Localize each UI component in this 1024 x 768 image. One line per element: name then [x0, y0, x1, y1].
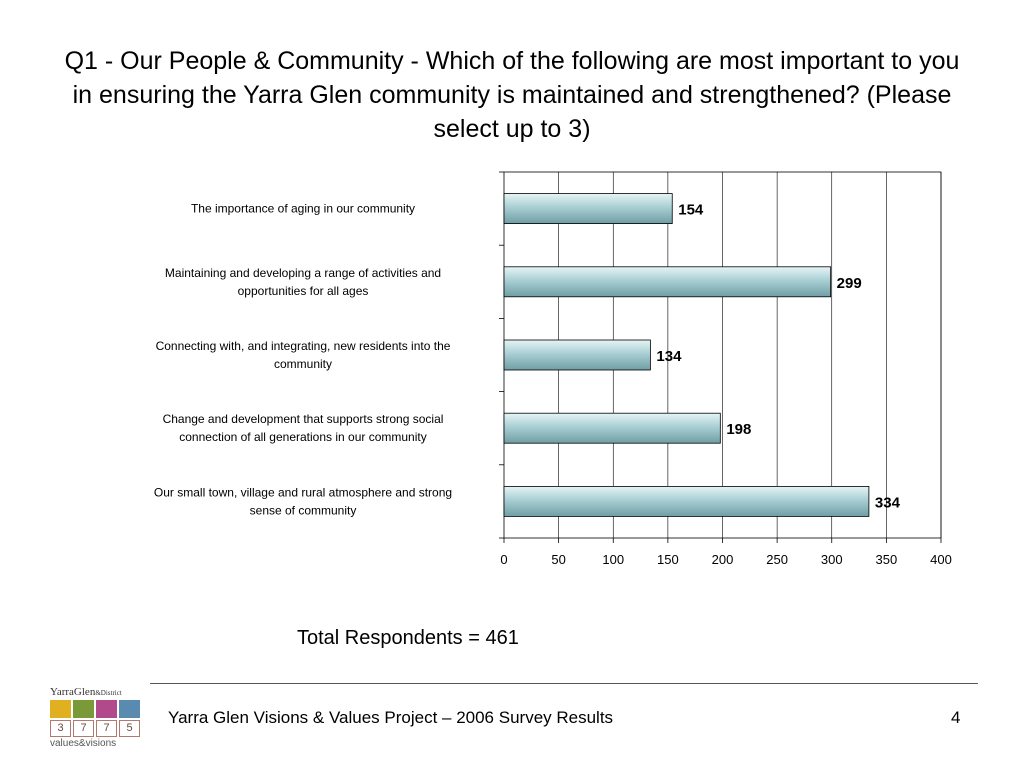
yarra-glen-logo: YarraGlen&District 3 7 7 5 values&vision… [50, 686, 142, 754]
bar [503, 412, 721, 444]
slide-title: Q1 - Our People & Community - Which of t… [64, 47, 960, 143]
chart-axes [499, 171, 942, 543]
category-label: Change and development that supports str… [163, 412, 444, 426]
data-label: 334 [875, 494, 901, 511]
category-label: sense of community [250, 503, 357, 517]
logo-digit: 3 [50, 720, 71, 737]
x-tick-label: 350 [876, 552, 898, 567]
category-label: connection of all generations in our com… [179, 430, 426, 444]
x-tick-label: 250 [766, 552, 788, 567]
logo-tile-hand [119, 700, 140, 718]
logo-tile-flower [96, 700, 117, 718]
category-label: opportunities for all ages [238, 284, 369, 298]
data-label: 134 [656, 348, 682, 365]
logo-picture-tiles [50, 700, 142, 718]
logo-tile-sun [50, 700, 71, 718]
logo-digit: 7 [96, 720, 117, 737]
chart-bars [503, 193, 870, 517]
category-label: Maintaining and developing a range of ac… [165, 266, 441, 280]
bar [503, 266, 832, 298]
bar [503, 193, 673, 225]
chart-labels: 154 The importance of aging in our commun… [154, 202, 952, 567]
data-label: 154 [678, 202, 704, 219]
x-tick-label: 50 [551, 552, 565, 567]
x-tick-label: 200 [712, 552, 734, 567]
category-label: community [274, 357, 332, 371]
x-tick-label: 0 [500, 552, 507, 567]
logo-tagline: values&visions [50, 738, 117, 749]
footer-divider [150, 683, 978, 684]
logo-postcode: 3 7 7 5 [50, 720, 142, 737]
x-tick-label: 300 [821, 552, 843, 567]
logo-digit: 7 [73, 720, 94, 737]
logo-digit: 5 [119, 720, 140, 737]
category-label: Our small town, village and rural atmosp… [154, 485, 452, 499]
category-label: Connecting with, and integrating, new re… [156, 339, 451, 353]
data-label: 198 [726, 421, 751, 438]
page-number: 4 [951, 708, 961, 727]
x-tick-label: 400 [930, 552, 952, 567]
x-tick-label: 150 [657, 552, 679, 567]
data-label: 299 [837, 275, 862, 292]
category-label: The importance of aging in our community [191, 202, 415, 216]
bar [503, 339, 651, 371]
x-tick-label: 100 [602, 552, 624, 567]
footer-text: Yarra Glen Visions & Values Project – 20… [168, 708, 614, 727]
total-respondents: Total Respondents = 461 [297, 627, 519, 649]
logo-tile-vines [73, 700, 94, 718]
logo-wordmark: YarraGlen&District [50, 686, 122, 698]
bar [503, 485, 870, 517]
